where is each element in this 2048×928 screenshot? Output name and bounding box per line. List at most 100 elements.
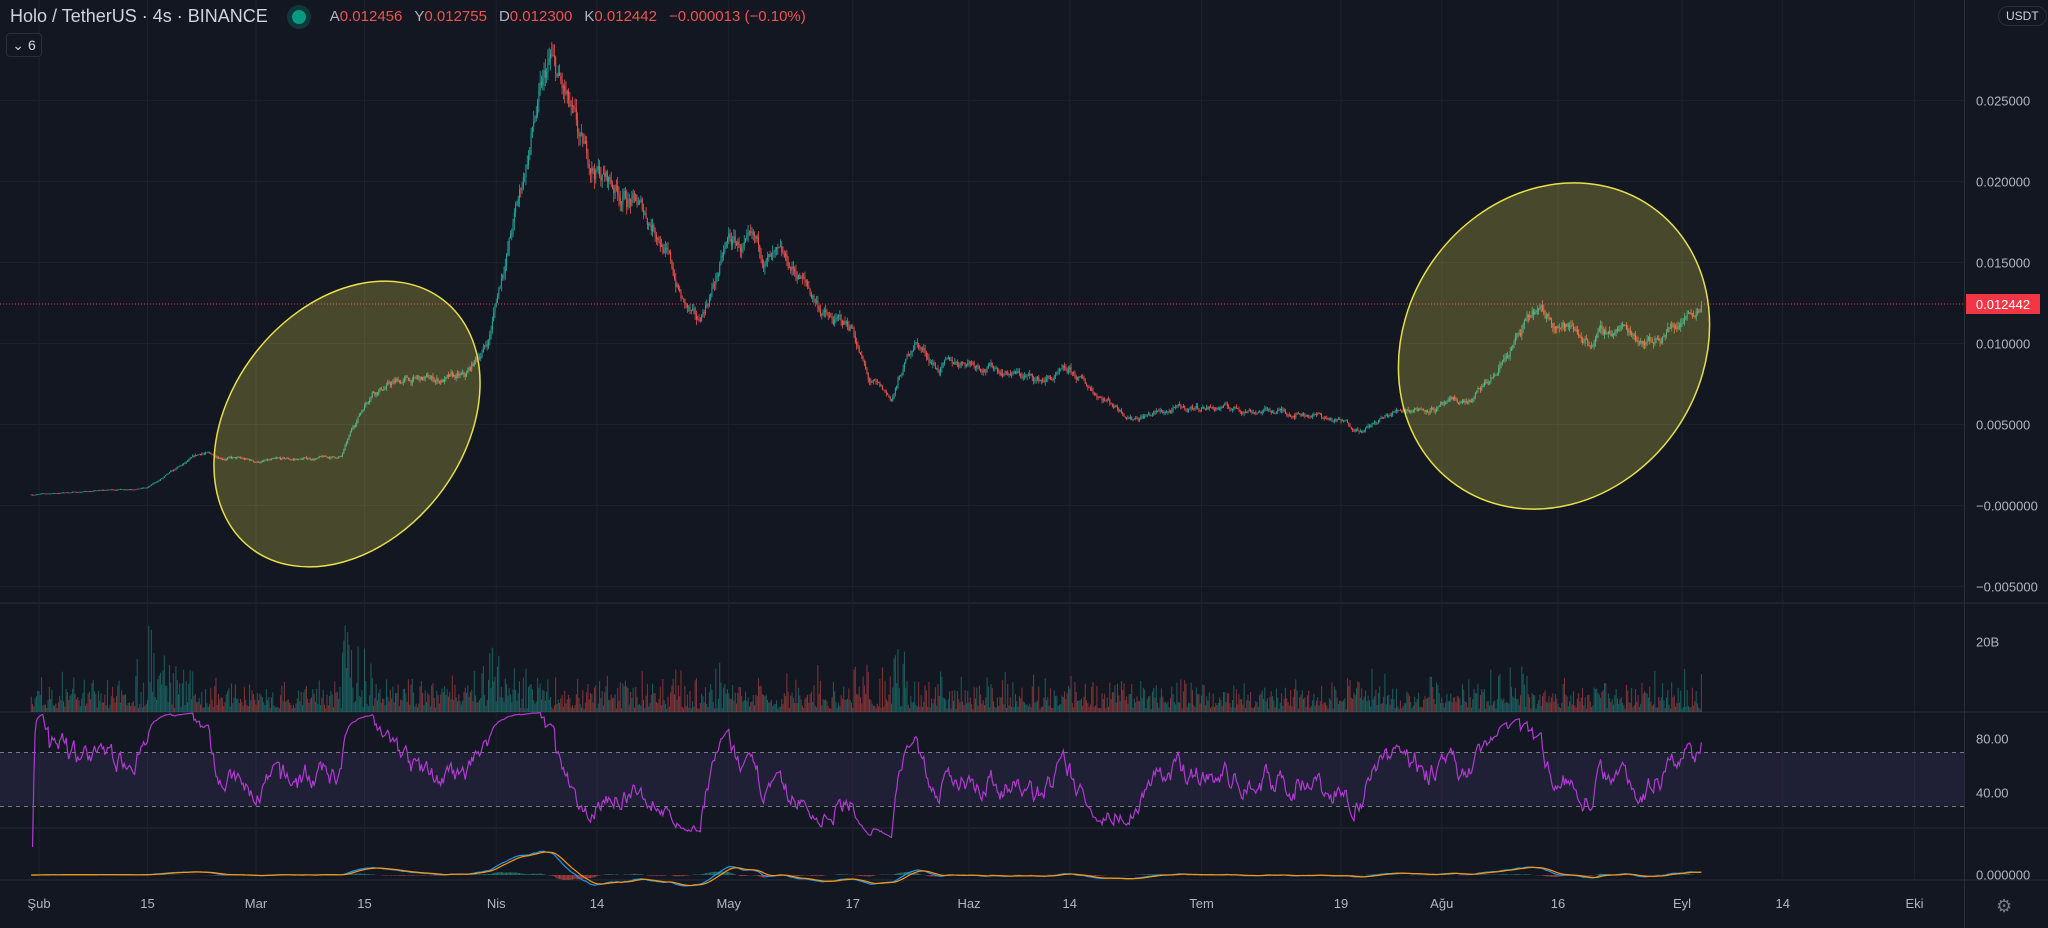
candle-body [1449,399,1450,401]
volume-bar [1402,706,1404,712]
volume-bar [1430,676,1432,712]
volume-bar [869,699,871,712]
macd-histogram-bar [361,873,363,875]
volume-bar [810,691,812,712]
candle-body [1016,371,1018,374]
volume-bar [150,629,152,712]
volume-bar [356,682,358,712]
candle-body [599,166,601,177]
candle-body [1031,373,1033,378]
candle-body [1314,413,1316,415]
macd-histogram-bar [754,875,756,876]
candle-body [822,311,824,315]
volume-bar [1461,684,1463,712]
macd-histogram-bar [522,873,524,875]
volume-bar [1641,682,1643,712]
candle-body [309,458,311,460]
volume-bar [141,707,143,712]
candle-body [1127,417,1129,419]
macd-histogram-bar [579,875,581,880]
volume-bar [1070,675,1072,712]
candle-body [64,492,66,494]
volume-bar [1411,708,1413,712]
volume-bar [277,707,279,712]
volume-bar [1188,702,1190,712]
candle-body [729,233,731,240]
candle-body [130,489,132,491]
candle-body [172,469,174,471]
macd-histogram-bar [406,875,408,876]
candle-body [674,275,675,280]
candle-body [856,342,858,346]
candle-body [650,225,652,231]
volume-bar [720,682,722,712]
candle-body [525,165,527,178]
volume-bar [214,686,216,712]
volume-bar [110,696,112,712]
candle-body [52,493,54,495]
candle-body [300,458,302,460]
volume-bar [282,701,284,712]
volume-bar [450,699,452,712]
volume-bar [1418,692,1419,712]
candle-body [1239,410,1241,412]
volume-bar [743,700,745,712]
macd-histogram-bar [1089,875,1091,876]
candle-body [211,454,213,455]
volume-bar [923,701,925,712]
volume-bar [723,687,725,712]
candle-body [764,262,766,268]
candle-body [307,458,309,460]
volume-bar [66,692,68,712]
volume-bar [42,705,44,712]
candle-body [415,376,417,378]
candle-body [1609,331,1611,334]
macd-histogram-bar [481,874,483,875]
candle-body [987,365,989,368]
candle-body [435,380,437,382]
volume-bar [588,699,590,712]
volume-bar [1344,698,1346,712]
volume-bar [947,699,949,712]
volume-bar [658,698,660,712]
candle-body [410,380,412,384]
volume-bar [1140,680,1142,712]
candle-body [1557,326,1559,329]
volume-bar [601,691,603,712]
volume-bar [1087,703,1089,712]
volume-bar [1628,702,1630,712]
macd-histogram-bar [508,872,510,875]
volume-bar [1523,684,1525,712]
volume-bar [478,700,480,712]
candle-body [1182,405,1184,408]
candle-body [429,378,431,380]
candle-body [1450,397,1452,400]
candle-body [889,396,891,400]
candle-body [552,55,554,57]
volume-bar [1638,706,1640,712]
volume-bar [1562,683,1564,712]
candle-body [1419,409,1421,411]
volume-bar [1526,675,1528,712]
volume-bar [1678,702,1680,712]
candle-body [396,378,398,381]
volume-bar [392,686,394,712]
candle-body [1687,312,1689,314]
volume-bar [1474,692,1476,712]
volume-bar [751,701,753,712]
macd-histogram-bar [801,875,803,876]
macd-histogram-bar [900,872,902,875]
volume-bar [631,697,633,712]
candle-body [573,106,575,108]
candle-body [692,308,694,311]
volume-bar [1235,689,1237,712]
volume-bar [289,702,291,712]
macd-histogram-bar [1145,874,1147,875]
candle-body [1518,332,1520,334]
volume-bar [858,686,860,712]
volume-bar [1279,702,1281,712]
volume-bar [1436,682,1438,712]
volume-bar [1017,706,1019,712]
volume-bar [1027,706,1029,712]
